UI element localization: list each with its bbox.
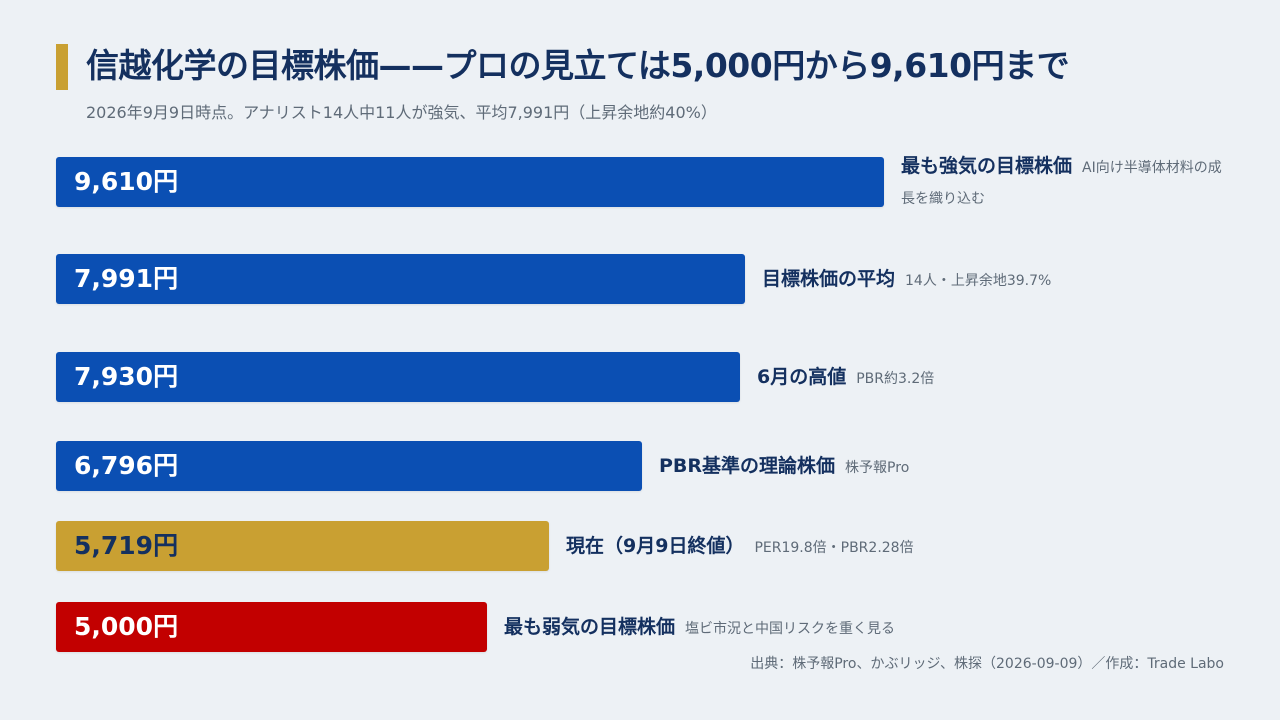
bar-value-label: 6,796円 [74,451,179,480]
bar-4: 5,719円 [56,521,549,571]
bar-3: 6,796円 [56,441,642,491]
bar-annotation: PBR基準の理論株価 株予報Pro [659,451,969,483]
bar-annotation: 6月の高値 PBR約3.2倍 [757,362,957,394]
bar-category-label: 6月の高値 [757,366,847,388]
chart-title: 信越化学の目標株価——プロの見立ては5,000円から9,610円まで [86,46,1070,85]
bar-note: 塩ビ市況と中国リスクを重く見る [685,621,896,637]
bar-note: 株予報Pro [845,460,910,476]
bar-annotation: 目標株価の平均 14人・上昇余地39.7% [762,264,1052,296]
bar-value-label: 5,000円 [74,612,179,641]
bar-value-label: 7,930円 [74,362,179,391]
bar-annotation: 最も弱気の目標株価 塩ビ市況と中国リスクを重く見る [504,612,1004,644]
bar-value-label: 5,719円 [74,531,179,560]
bar-note: PER19.8倍・PBR2.28倍 [754,540,914,556]
bar-annotation: 現在（9月9日終値） PER19.8倍・PBR2.28倍 [566,531,986,563]
bar-0: 9,610円 [56,157,884,207]
bar-value-label: 9,610円 [74,167,179,196]
source-note: 出典：株予報Pro、かぶリッジ、株探（2026-09-09）／作成：Trade … [750,656,1224,672]
bar-note: PBR約3.2倍 [856,371,935,387]
bar-1: 7,991円 [56,254,745,304]
bar-value-label: 7,991円 [74,264,179,293]
bar-5: 5,000円 [56,602,487,652]
bar-category-label: 目標株価の平均 [762,268,896,290]
bar-note: 14人・上昇余地39.7% [905,273,1052,289]
bar-category-label: PBR基準の理論株価 [659,455,836,477]
bar-note: AI向け半導体材料の成長を織り込む [901,160,1222,207]
chart-subtitle: 2026年9月9日時点。アナリスト14人中11人が強気、平均7,991円（上昇余… [86,103,717,122]
bar-category-label: 最も弱気の目標株価 [504,616,676,638]
title-accent-bar [56,44,68,90]
bar-2: 7,930円 [56,352,740,402]
bar-category-label: 最も強気の目標株価 [901,155,1073,177]
bar-category-label: 現在（9月9日終値） [566,535,745,557]
bar-annotation: 最も強気の目標株価 AI向け半導体材料の成長を織り込む [901,151,1224,214]
